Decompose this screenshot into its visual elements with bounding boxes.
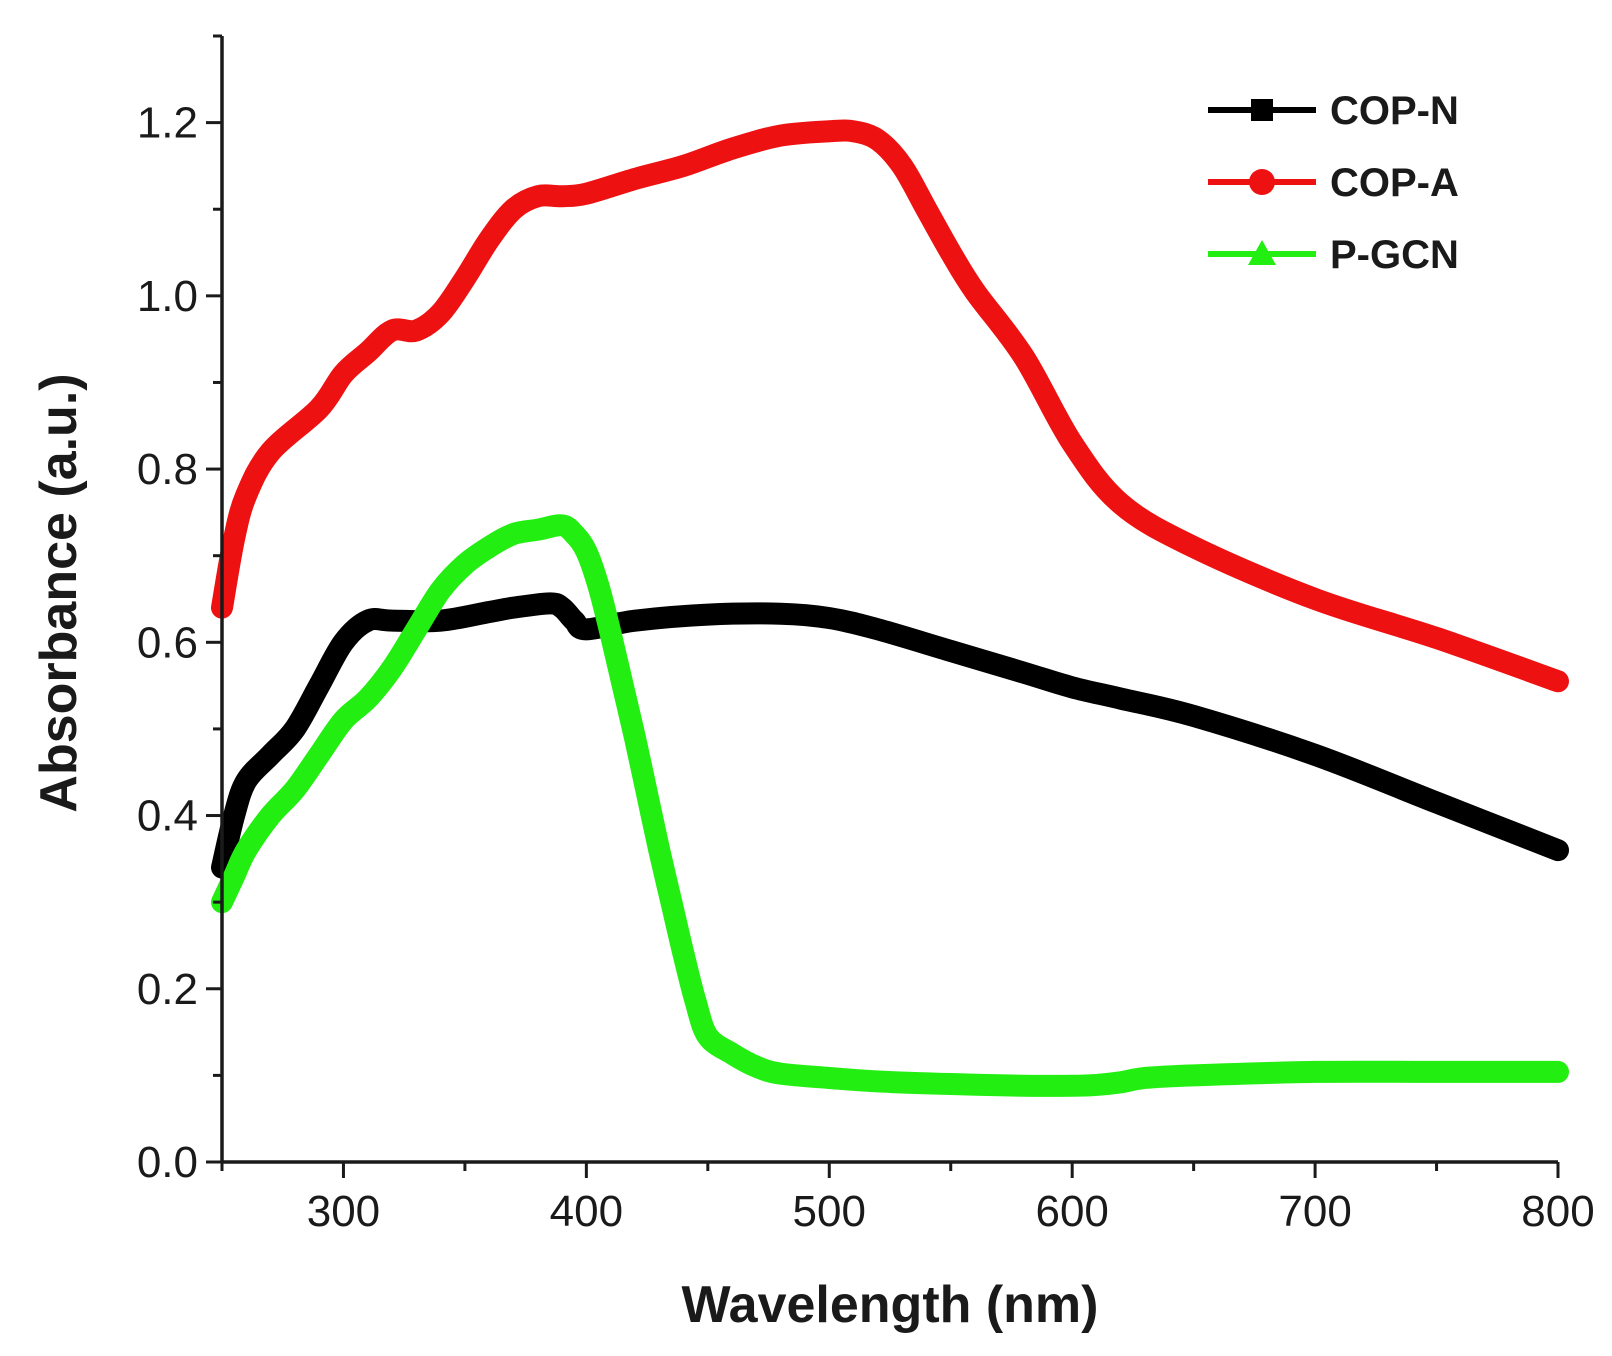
legend-marker-cop-n xyxy=(1251,99,1273,121)
legend: COP-N COP-A P-GCN xyxy=(1208,89,1459,277)
series-line-cop-n xyxy=(211,592,1569,879)
legend-marker-cop-a xyxy=(1249,169,1275,195)
y-tick-label: 0.8 xyxy=(137,445,198,494)
x-tick-label: 600 xyxy=(1035,1187,1108,1236)
y-tick-label: 0.6 xyxy=(137,618,198,667)
x-tick-label: 400 xyxy=(550,1187,623,1236)
legend-label-cop-n: COP-N xyxy=(1330,89,1459,133)
y-tick-label: 0.4 xyxy=(137,792,198,841)
x-axis-title: Wavelength (nm) xyxy=(682,1276,1099,1334)
series-layer xyxy=(211,119,1569,1097)
legend-marker-p-gcn xyxy=(1248,240,1276,265)
x-tick-label: 700 xyxy=(1278,1187,1351,1236)
y-axis-title: Absorbance (a.u.) xyxy=(30,373,88,812)
series-line-cop-a xyxy=(211,119,1569,693)
x-tick-label: 800 xyxy=(1521,1187,1594,1236)
y-tick-label: 0.0 xyxy=(137,1138,198,1187)
legend-label-p-gcn: P-GCN xyxy=(1330,233,1459,277)
y-tick-label: 1.2 xyxy=(137,99,198,148)
y-tick-label: 1.0 xyxy=(137,272,198,321)
x-tick-label: 300 xyxy=(307,1187,380,1236)
x-tick-label: 500 xyxy=(793,1187,866,1236)
y-tick-label: 0.2 xyxy=(137,965,198,1014)
ticks-layer: 300 400 500 600 700 800 0.0 0.2 0.4 0.6 0.8 1.0 1.2 xyxy=(137,34,1595,1236)
legend-label-cop-a: COP-A xyxy=(1330,161,1459,205)
series-line-p-gcn xyxy=(211,514,1569,1097)
axes-layer xyxy=(220,36,1558,1164)
